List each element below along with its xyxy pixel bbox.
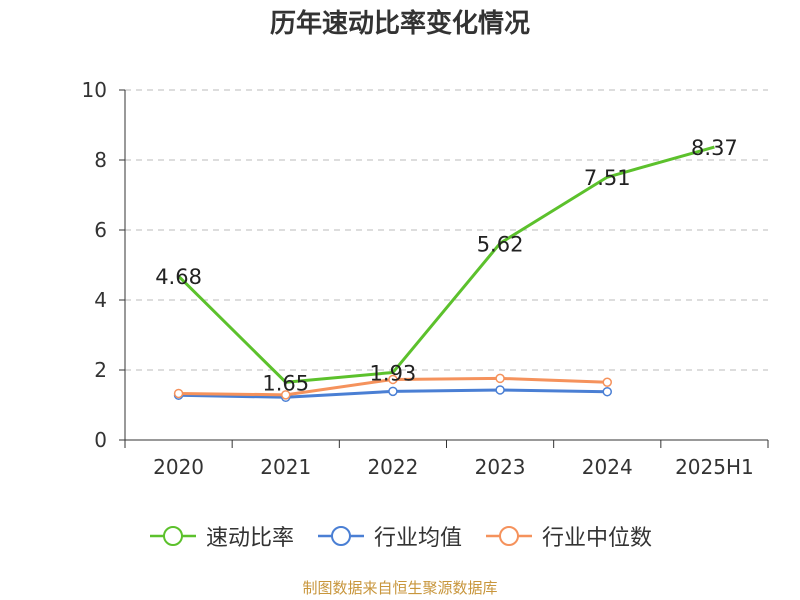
series-point — [602, 386, 612, 397]
data-label: 8.37 — [691, 136, 738, 160]
data-labels: 4.68 1.65 1.93 5.62 7.51 8.37 — [155, 136, 738, 395]
series-point — [602, 377, 612, 387]
chart-title: 历年速动比率变化情况 — [269, 9, 530, 39]
x-tick-label: 2023 — [475, 455, 526, 479]
data-label: 5.62 — [477, 232, 524, 256]
data-label: 1.93 — [370, 361, 417, 385]
x-tick-label: 2021 — [260, 455, 311, 479]
axes: 0 2 4 6 8 10 2020 2021 2022 2023 2024 2025H1 — [82, 78, 769, 479]
data-label: 4.68 — [155, 265, 202, 289]
legend-label: 行业均值 — [373, 526, 462, 551]
legend-item[interactable]: 速动比率 — [148, 520, 294, 552]
legend-line-circle-icon — [317, 526, 364, 546]
series-point — [495, 373, 505, 384]
series-point — [388, 374, 398, 385]
legend-label: 行业中位数 — [542, 526, 653, 551]
legend-line-circle-icon — [149, 526, 196, 546]
series-point — [388, 386, 398, 397]
y-tick-label: 0 — [94, 428, 107, 452]
y-tick-label: 2 — [94, 358, 107, 382]
legend-line-circle-icon — [486, 526, 532, 546]
legend-label: 速动比率 — [205, 526, 294, 551]
grid-lines — [125, 89, 768, 371]
legend-item[interactable]: 行业中位数 — [484, 520, 652, 552]
y-tick-label: 4 — [94, 288, 107, 312]
series-lines — [173, 145, 715, 403]
x-tick-label: 2025H1 — [675, 455, 754, 479]
y-tick-label: 8 — [94, 148, 107, 172]
x-tick-label: 2020 — [153, 455, 204, 479]
data-label: 7.51 — [584, 166, 631, 190]
series-line — [177, 145, 715, 384]
legend[interactable]: 速动比率 行业均值 行业中位数 — [0, 518, 800, 554]
source-note: 制图数据来自恒生聚源数据库 — [302, 579, 498, 597]
legend-item[interactable]: 行业均值 — [316, 520, 462, 552]
series-point — [495, 385, 505, 395]
y-tick-label: 6 — [94, 218, 107, 242]
x-tick-label: 2024 — [582, 455, 633, 479]
data-label: 1.65 — [262, 371, 309, 395]
series-point — [281, 390, 291, 400]
x-tick-label: 2022 — [367, 455, 418, 479]
series-point — [173, 388, 184, 399]
y-tick-label: 10 — [82, 78, 107, 102]
